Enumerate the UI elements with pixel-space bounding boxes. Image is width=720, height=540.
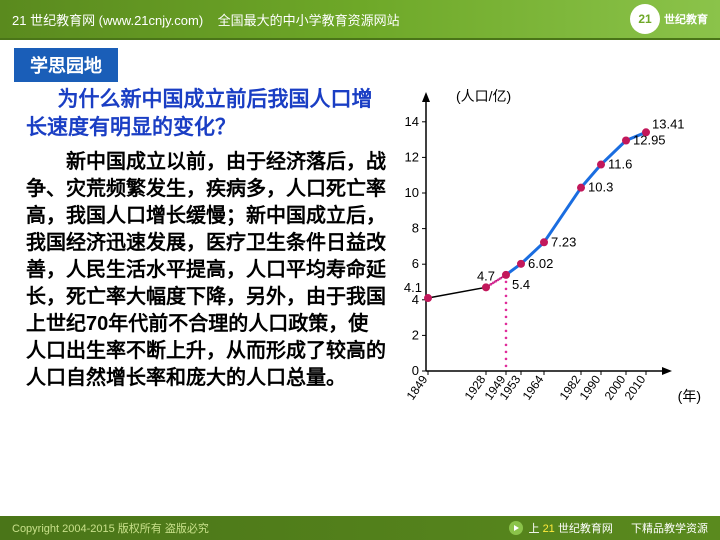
svg-text:12: 12 — [405, 149, 419, 164]
svg-text:10.3: 10.3 — [588, 180, 613, 195]
y-axis-label: (人口/亿) — [456, 86, 511, 106]
svg-text:13.41: 13.41 — [652, 116, 685, 131]
footer-right: 上 21 世纪教育网 下精品教学资源 — [509, 520, 709, 536]
svg-text:12.95: 12.95 — [633, 132, 666, 147]
svg-text:1982: 1982 — [557, 372, 584, 402]
svg-text:1928: 1928 — [462, 372, 489, 402]
svg-text:1964: 1964 — [520, 372, 547, 402]
logo: 21 世纪教育 — [630, 4, 708, 34]
logo-text: 世纪教育 — [664, 11, 708, 27]
svg-text:8: 8 — [412, 221, 419, 236]
svg-text:2010: 2010 — [622, 372, 649, 402]
question-text: 为什么新中国成立前后我国人口增长速度有明显的变化？ — [26, 86, 386, 143]
svg-text:2: 2 — [412, 327, 419, 342]
header-text: 21 世纪教育网 (www.21cnjy.com) 全国最大的中小学教育资源网站 — [12, 10, 630, 29]
population-chart: (人口/亿) 024681012144.14.75.46.027.2310.31… — [396, 86, 696, 466]
svg-text:7.23: 7.23 — [551, 234, 576, 249]
content-area: 为什么新中国成立前后我国人口增长速度有明显的变化？ 新中国成立以前，由于经济落后… — [0, 82, 720, 466]
svg-text:4.7: 4.7 — [477, 268, 495, 283]
footer-link-1[interactable]: 上 21 世纪教育网 — [529, 520, 613, 536]
svg-text:6: 6 — [412, 256, 419, 271]
svg-text:1849: 1849 — [404, 372, 431, 402]
site-tagline: 全国最大的中小学教育资源网站 — [218, 13, 400, 28]
svg-text:14: 14 — [405, 114, 419, 129]
svg-text:4.1: 4.1 — [404, 280, 422, 295]
svg-text:6.02: 6.02 — [528, 256, 553, 271]
svg-text:2000: 2000 — [602, 372, 629, 402]
svg-text:5.4: 5.4 — [512, 277, 530, 292]
text-column: 为什么新中国成立前后我国人口增长速度有明显的变化？ 新中国成立以前，由于经济落后… — [26, 86, 386, 466]
answer-text: 新中国成立以前，由于经济落后，战争、灾荒频繁发生，疾病多，人口死亡率高，我国人口… — [26, 149, 386, 392]
site-name: 21 世纪教育网 (www.21cnjy.com) — [12, 13, 203, 28]
footer-bar: Copyright 2004-2015 版权所有 盗版必究 上 21 世纪教育网… — [0, 516, 720, 540]
svg-text:11.6: 11.6 — [608, 157, 632, 172]
logo-icon: 21 — [630, 4, 660, 34]
x-axis-label: (年) — [678, 386, 701, 406]
svg-text:10: 10 — [405, 185, 419, 200]
header-bar: 21 世纪教育网 (www.21cnjy.com) 全国最大的中小学教育资源网站… — [0, 0, 720, 40]
section-title: 学思园地 — [14, 48, 118, 82]
footer-link-2[interactable]: 下精品教学资源 — [631, 520, 708, 536]
chart-svg: 024681012144.14.75.46.027.2310.311.612.9… — [396, 86, 696, 446]
copyright: Copyright 2004-2015 版权所有 盗版必究 — [12, 520, 509, 536]
play-icon[interactable] — [509, 521, 523, 535]
svg-text:1990: 1990 — [577, 372, 604, 402]
